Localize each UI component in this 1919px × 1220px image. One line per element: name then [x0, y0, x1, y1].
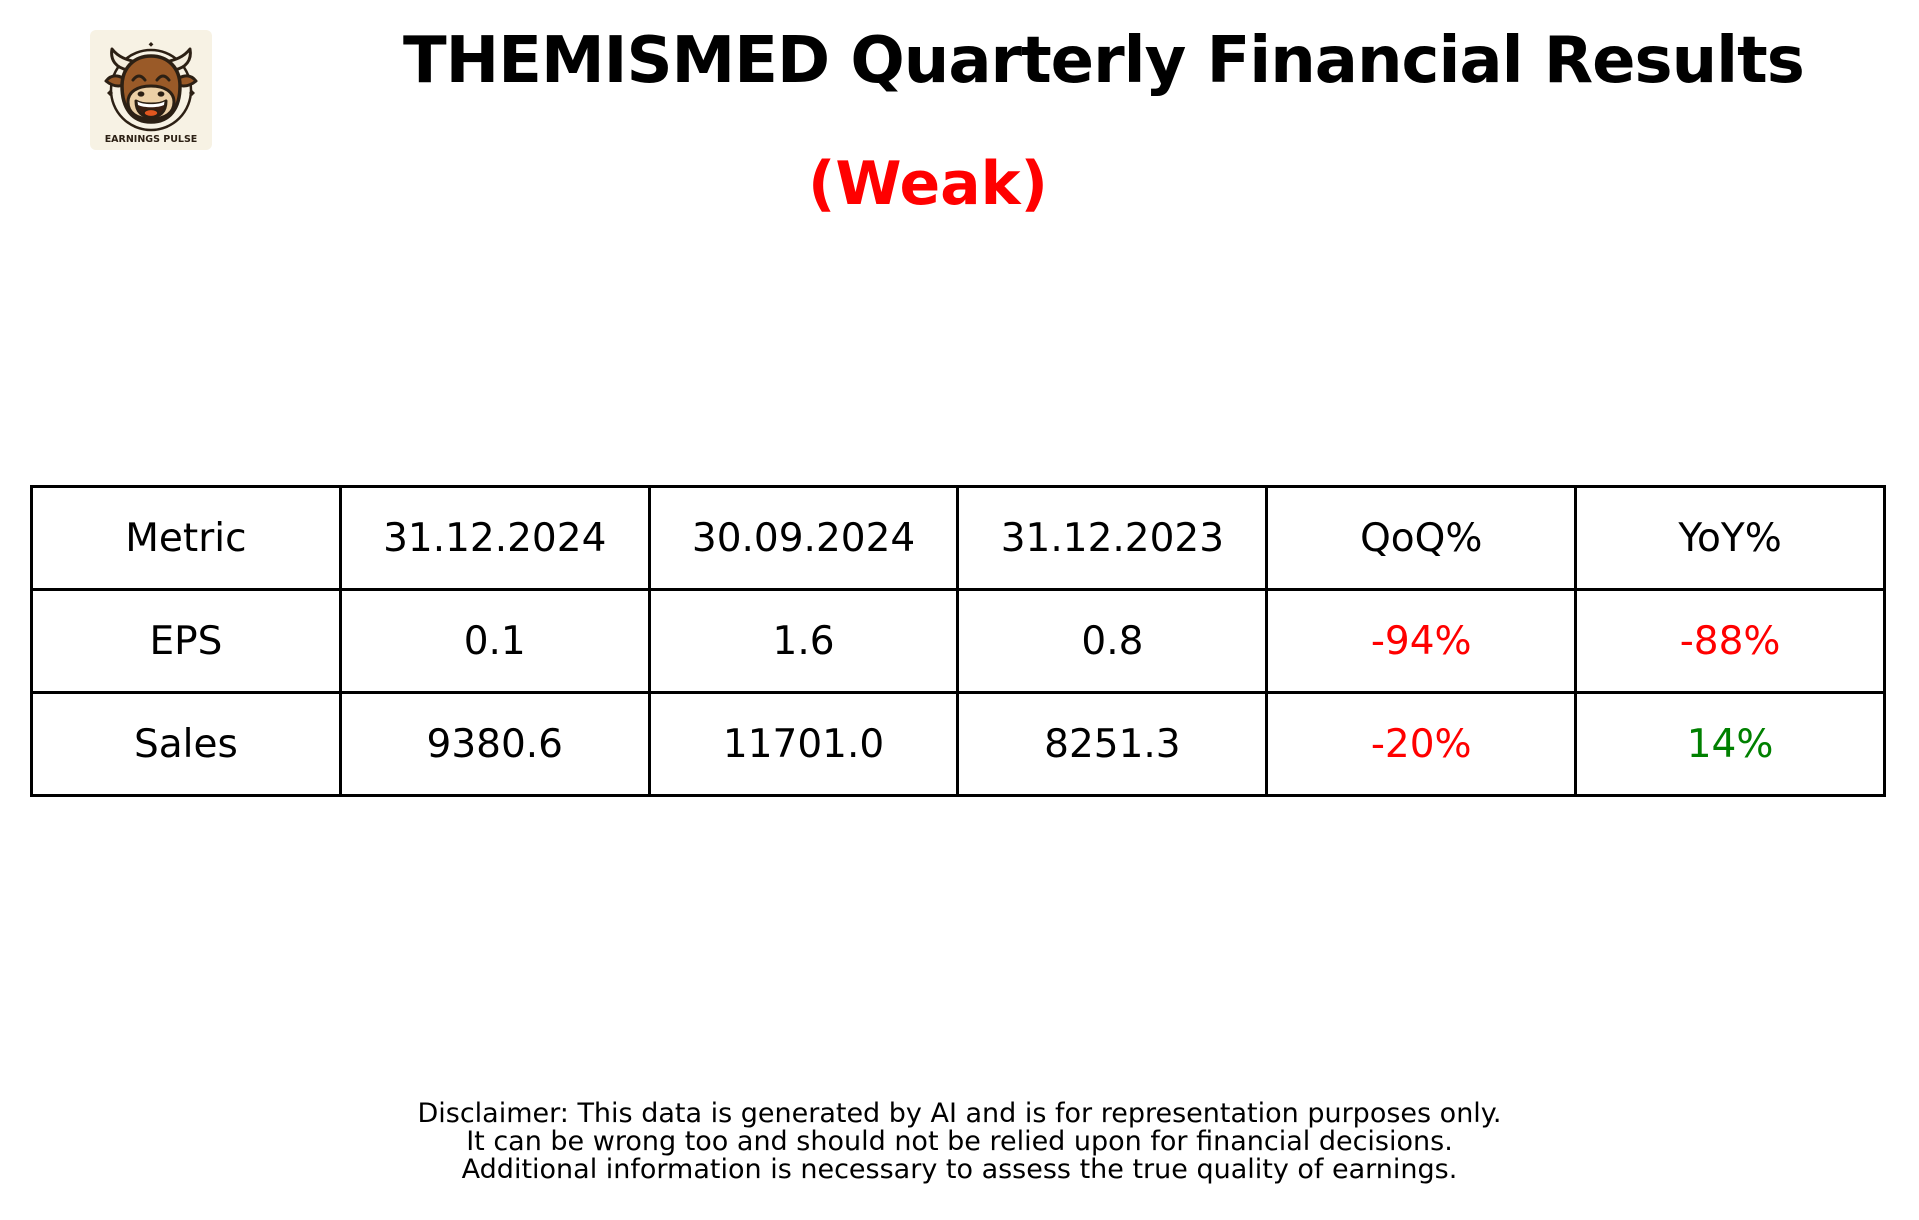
eps-value-previous: 1.6	[647, 588, 960, 694]
table-header-row: Metric 31.12.2024 30.09.2024 31.12.2023 …	[30, 485, 1886, 591]
column-header-yoy: YoY%	[1574, 485, 1886, 591]
eps-value-current: 0.1	[338, 588, 651, 694]
sales-metric-label: Sales	[30, 691, 342, 797]
verdict-subtitle: (Weak)	[808, 149, 1048, 219]
earnings-pulse-logo: EARNINGS PULSE	[90, 30, 212, 150]
disclaimer-line-1: Disclaimer: This data is generated by AI…	[417, 1098, 1502, 1129]
column-header-qoq: QoQ%	[1265, 485, 1578, 591]
eps-value-yearago: 0.8	[956, 588, 1269, 694]
eps-yoy-change: -88%	[1574, 588, 1886, 694]
column-header-period-yearago: 31.12.2023	[956, 485, 1269, 591]
eps-qoq-change: -94%	[1265, 588, 1578, 694]
logo-brand-text: EARNINGS PULSE	[105, 134, 198, 145]
sales-yoy-change: 14%	[1574, 691, 1886, 797]
eps-metric-label: EPS	[30, 588, 342, 694]
sales-value-yearago: 8251.3	[956, 691, 1269, 797]
column-header-metric: Metric	[30, 485, 342, 591]
column-header-period-previous: 30.09.2024	[647, 485, 960, 591]
sales-value-previous: 11701.0	[647, 691, 960, 797]
table-row-eps: EPS 0.1 1.6 0.8 -94% -88%	[30, 588, 1886, 694]
column-header-period-current: 31.12.2024	[338, 485, 651, 591]
financial-results-table: Metric 31.12.2024 30.09.2024 31.12.2023 …	[30, 485, 1886, 797]
disclaimer-line-3: Additional information is necessary to a…	[461, 1154, 1458, 1185]
disclaimer-text: Disclaimer: This data is generated by AI…	[0, 1100, 1919, 1184]
disclaimer-line-2: It can be wrong too and should not be re…	[466, 1126, 1453, 1157]
laughing-bull-icon: EARNINGS PULSE	[90, 30, 212, 150]
sales-qoq-change: -20%	[1265, 691, 1578, 797]
table-row-sales: Sales 9380.6 11701.0 8251.3 -20% 14%	[30, 691, 1886, 797]
page-title: THEMISMED Quarterly Financial Results	[403, 24, 1805, 98]
sales-value-current: 9380.6	[338, 691, 651, 797]
